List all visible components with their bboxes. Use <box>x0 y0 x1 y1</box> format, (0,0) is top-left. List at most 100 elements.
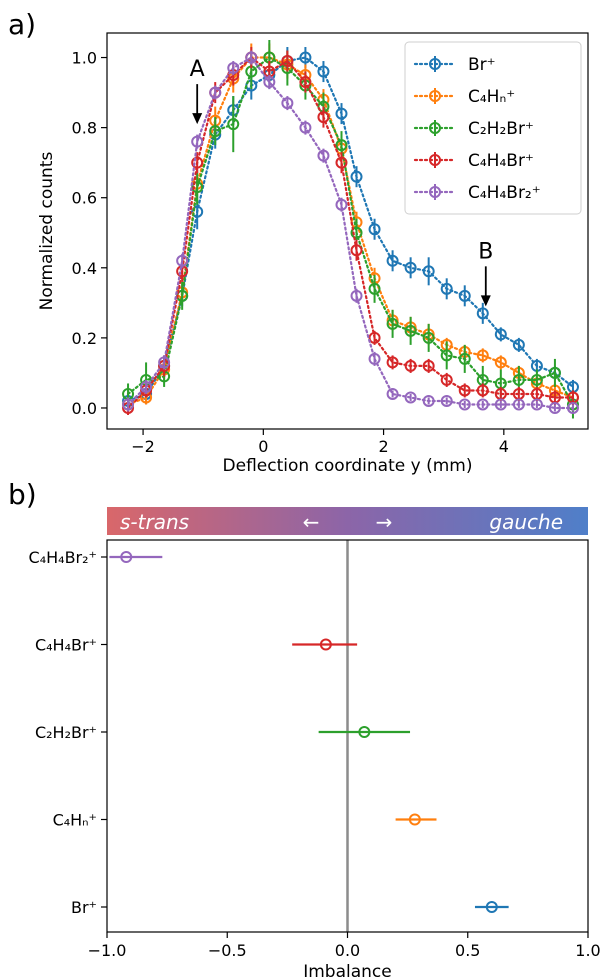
y-tick-label: 0.2 <box>72 329 97 348</box>
panel-b-xlabel: Imbalance <box>303 962 392 980</box>
data-point <box>335 156 348 169</box>
data-point <box>299 51 312 64</box>
colorbar-right-label: gauche <box>489 510 563 534</box>
data-point <box>440 282 453 295</box>
data-point <box>299 121 312 134</box>
data-point <box>122 398 135 411</box>
data-point <box>140 380 153 393</box>
data-point <box>319 638 332 651</box>
data-point <box>350 170 363 183</box>
annotation-a: A <box>190 57 205 125</box>
data-point <box>408 813 421 826</box>
data-point <box>404 261 417 274</box>
y-tick-label: 0.4 <box>72 259 97 278</box>
data-point <box>404 391 417 404</box>
data-point <box>191 181 204 194</box>
x-tick-label: −0.5 <box>208 941 247 960</box>
x-tick-label: −1.0 <box>88 941 127 960</box>
data-point <box>350 244 363 257</box>
x-tick-label: 0.5 <box>455 941 480 960</box>
colorbar-left-label: s-trans <box>120 510 189 534</box>
panel-a-ticks: −2 0 2 4 0.0 0.2 0.4 0.6 0.8 1.0 <box>72 49 509 456</box>
data-point <box>209 125 222 138</box>
y-tick-label: 0.8 <box>72 119 97 138</box>
y-tick-label: C₄H₄Br⁺ <box>35 636 97 655</box>
legend: Br⁺ C₄Hₙ⁺ C₂H₂Br⁺ C₄H₄Br⁺ C₄H₄Br₂⁺ <box>404 41 582 215</box>
data-point <box>386 387 399 400</box>
x-tick-label: −2 <box>131 437 155 456</box>
y-tick-label: Br⁺ <box>71 898 97 917</box>
annotation-label: B <box>478 239 493 264</box>
data-point <box>458 398 471 411</box>
data-point <box>440 394 453 407</box>
data-point <box>440 349 453 362</box>
annotation-b: B <box>478 239 493 307</box>
data-point <box>476 384 489 397</box>
data-point <box>458 384 471 397</box>
data-point <box>317 149 330 162</box>
data-point <box>566 401 579 414</box>
panel-b-marks <box>109 540 509 932</box>
y-tick-label: C₄Hₙ⁺ <box>53 811 97 830</box>
legend-marker <box>429 58 441 70</box>
data-point <box>158 356 171 369</box>
arrow-down-icon <box>192 113 203 125</box>
legend-item-4: C₄H₄Br₂⁺ <box>413 183 541 203</box>
x-tick-label: 2 <box>378 437 388 456</box>
colorbar: s-trans gauche ← → <box>107 507 588 535</box>
data-point <box>476 349 489 362</box>
legend-item-3: C₄H₄Br⁺ <box>413 151 534 171</box>
data-point <box>245 51 258 64</box>
data-point <box>281 97 294 110</box>
series-line <box>126 56 575 410</box>
x-tick-label: 1.0 <box>575 941 600 960</box>
data-point <box>512 373 525 386</box>
data-point <box>358 726 371 738</box>
panel-a-label: a) <box>8 8 36 41</box>
imbalance-point-0 <box>109 551 163 563</box>
data-point <box>350 289 363 302</box>
legend-frame <box>404 41 582 215</box>
data-point <box>485 901 498 913</box>
colorbar-arrow-left-icon: ← <box>303 510 320 534</box>
data-point <box>512 398 525 411</box>
data-point <box>422 265 435 278</box>
panel-b-ticks: C₄H₄Br₂⁺ C₄H₄Br⁺ C₂H₂Br⁺ C₄Hₙ⁺ Br⁺ −1.0 −0.5 0.… <box>29 548 601 960</box>
data-point <box>209 86 222 99</box>
data-point <box>386 356 399 369</box>
data-point <box>548 366 561 379</box>
data-point <box>530 398 543 411</box>
legend-label: Br⁺ <box>468 55 496 75</box>
data-point <box>335 198 348 211</box>
colorbar-gradient <box>107 507 588 535</box>
x-tick-label: 4 <box>499 437 509 456</box>
legend-label: C₄Hₙ⁺ <box>468 87 515 107</box>
data-point <box>494 356 507 369</box>
data-point <box>120 551 133 563</box>
legend-label: C₄H₄Br₂⁺ <box>468 183 541 203</box>
data-point <box>368 282 381 295</box>
data-point <box>191 205 204 218</box>
data-point <box>335 107 348 120</box>
data-point <box>512 338 525 351</box>
series-4 <box>122 50 579 414</box>
legend-marker <box>429 186 441 198</box>
legend-marker <box>429 90 441 102</box>
data-point <box>422 331 435 344</box>
panel-a-frame <box>106 32 589 430</box>
data-point <box>227 62 240 75</box>
data-point <box>548 401 561 414</box>
legend-label: C₄H₄Br⁺ <box>468 151 534 171</box>
data-point <box>404 324 417 337</box>
data-point <box>317 65 330 78</box>
y-tick-label: 0.6 <box>72 189 97 208</box>
data-point <box>299 76 312 89</box>
series-line <box>126 56 575 410</box>
data-point <box>494 398 507 411</box>
imbalance-point-1 <box>292 638 358 651</box>
data-point <box>191 156 204 169</box>
data-point <box>368 223 381 236</box>
arrow-down-icon <box>480 295 491 307</box>
panel-a-annotations: AB <box>190 57 493 307</box>
